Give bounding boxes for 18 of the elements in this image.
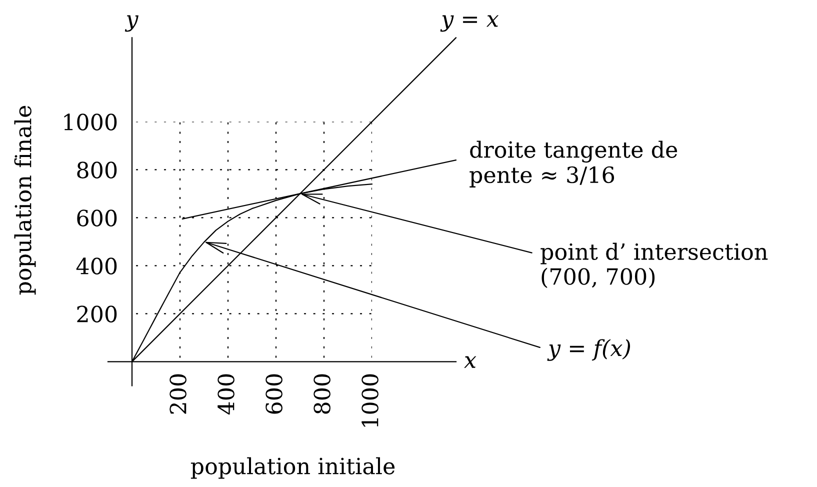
series-label: y = x — [440, 15, 499, 32]
text: y — [124, 15, 139, 32]
y-tick-label: 800 — [77, 162, 117, 178]
text: x — [464, 356, 476, 368]
x-tick-label: 1000 — [362, 374, 378, 427]
x-axis-title: population initiale — [190, 457, 395, 479]
x-tick-label: 800 — [314, 374, 330, 414]
y-axis-title: population finale — [14, 106, 36, 295]
y-tick-label: 200 — [77, 306, 117, 322]
x-tick-label: 400 — [218, 374, 234, 415]
y-tick-label: 400 — [76, 258, 117, 274]
x-tick-label: 600 — [266, 374, 282, 414]
x-tick-label: 200 — [170, 374, 186, 414]
y-tick-label: 1000 — [64, 114, 117, 130]
annotation: y = f(x) — [547, 339, 630, 361]
y-tick-label: 600 — [77, 210, 117, 226]
annotation: point d’ intersection (700, 700) — [540, 242, 768, 288]
series-label: droite tangente de pente ≈ 3/16 — [470, 140, 678, 188]
